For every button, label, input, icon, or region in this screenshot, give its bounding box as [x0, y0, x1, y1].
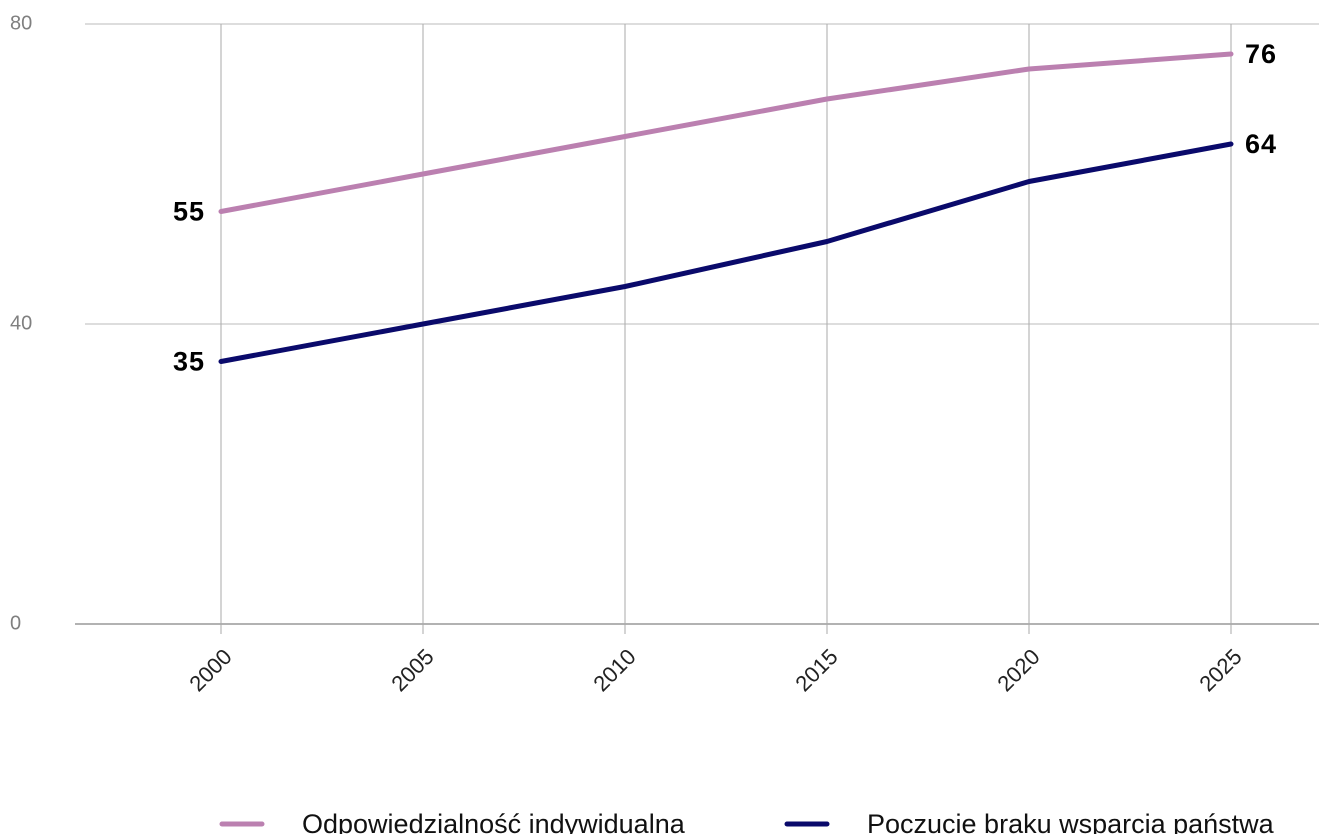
- x-tick-label: 2010: [588, 644, 640, 696]
- data-label: 64: [1245, 129, 1277, 159]
- data-label: 35: [173, 347, 205, 377]
- x-tick-label: 2000: [184, 644, 236, 696]
- series-line: [218, 141, 1234, 364]
- x-tick-label: 2025: [1194, 644, 1246, 696]
- data-label: 76: [1245, 39, 1277, 69]
- y-tick-label: 80: [10, 12, 32, 34]
- legend-label: Odpowiedzialność indywidualna: [302, 809, 686, 834]
- legend-label: Poczucie braku wsparcia państwa: [867, 809, 1275, 834]
- x-tick-label: 2005: [386, 644, 438, 696]
- x-tick-label: 2015: [790, 644, 842, 696]
- x-tick-label: 2020: [992, 644, 1044, 696]
- data-label: 55: [173, 197, 205, 227]
- series-line: [218, 51, 1234, 214]
- y-tick-label: 0: [10, 612, 21, 634]
- y-tick-label: 40: [10, 312, 32, 334]
